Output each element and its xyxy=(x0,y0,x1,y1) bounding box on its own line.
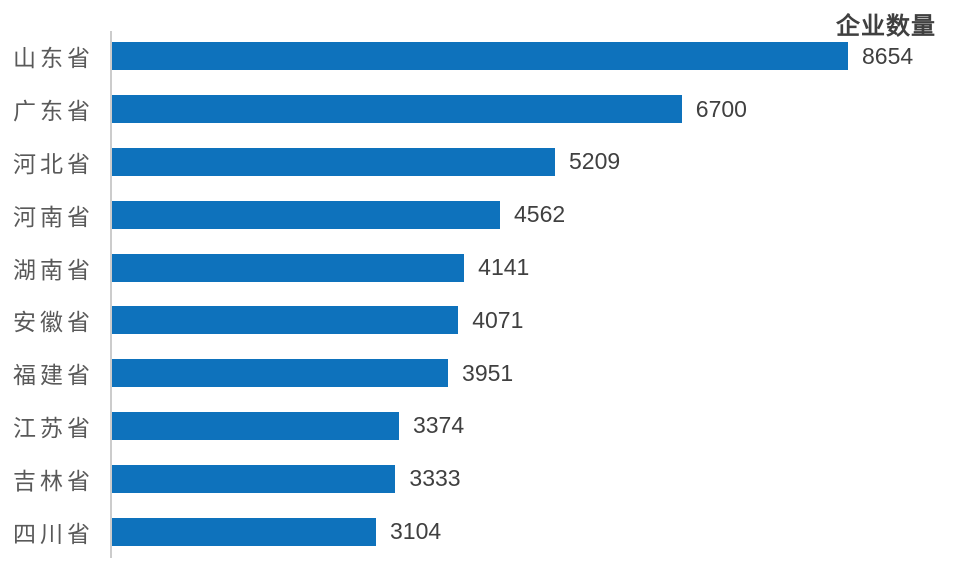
category-label: 吉林省 xyxy=(13,468,94,494)
bar-row: 福建省 3951 xyxy=(0,347,959,400)
category-label: 四川省 xyxy=(13,521,94,547)
bar xyxy=(112,306,459,335)
bar xyxy=(112,464,396,493)
bar-row: 江苏省 3374 xyxy=(0,400,959,453)
chart-title: 企业数量 xyxy=(836,13,936,40)
bar-row: 四川省 3104 xyxy=(0,505,959,558)
bar-rows: 山东省 8654 广东省 6700 河北省 5209 河南省 4562 湖南省 … xyxy=(0,30,959,558)
bar-row: 湖南省 4141 xyxy=(0,241,959,294)
bar-track: 4562 xyxy=(112,188,848,241)
bar xyxy=(112,411,399,440)
category-label: 广东省 xyxy=(13,99,94,125)
bar-track: 4141 xyxy=(112,241,848,294)
bar-row: 广东省 6700 xyxy=(0,83,959,136)
value-label: 4141 xyxy=(478,254,530,281)
bar-track: 8654 xyxy=(112,30,913,83)
bar-row: 河北省 5209 xyxy=(0,136,959,189)
value-label: 3333 xyxy=(409,465,461,492)
bar xyxy=(112,253,465,282)
bar-row: 吉林省 3333 xyxy=(0,452,959,505)
bar-track: 5209 xyxy=(112,136,848,189)
value-label: 5209 xyxy=(568,148,621,175)
value-label: 3104 xyxy=(390,518,442,545)
category-label: 福建省 xyxy=(13,363,94,389)
bar xyxy=(112,200,501,229)
bar xyxy=(112,95,682,124)
bar xyxy=(112,517,376,546)
value-label: 4562 xyxy=(514,201,566,228)
bar-track: 6700 xyxy=(112,83,848,136)
category-label: 安徽省 xyxy=(13,310,94,336)
value-label: 3374 xyxy=(412,412,465,439)
bar-row: 安徽省 4071 xyxy=(0,294,959,347)
bar xyxy=(112,42,848,71)
value-label: 3951 xyxy=(462,359,514,386)
category-label: 江苏省 xyxy=(13,415,94,441)
bar-track: 3374 xyxy=(112,400,848,453)
category-label: 河北省 xyxy=(13,151,94,177)
bar-track: 3951 xyxy=(112,347,848,400)
bar xyxy=(112,147,555,176)
y-axis-line xyxy=(110,31,112,558)
value-label: 8654 xyxy=(862,42,914,69)
category-label: 湖南省 xyxy=(13,257,94,283)
value-label: 6700 xyxy=(695,95,747,122)
category-label: 河南省 xyxy=(13,204,94,230)
bar-row: 山东省 8654 xyxy=(0,30,959,83)
bar-track: 3104 xyxy=(112,505,848,558)
bar-track: 3333 xyxy=(112,452,848,505)
bar-track: 4071 xyxy=(112,294,848,347)
bar xyxy=(112,359,449,388)
value-label: 4071 xyxy=(472,306,524,333)
category-label: 山东省 xyxy=(13,46,94,72)
bar-row: 河南省 4562 xyxy=(0,188,959,241)
